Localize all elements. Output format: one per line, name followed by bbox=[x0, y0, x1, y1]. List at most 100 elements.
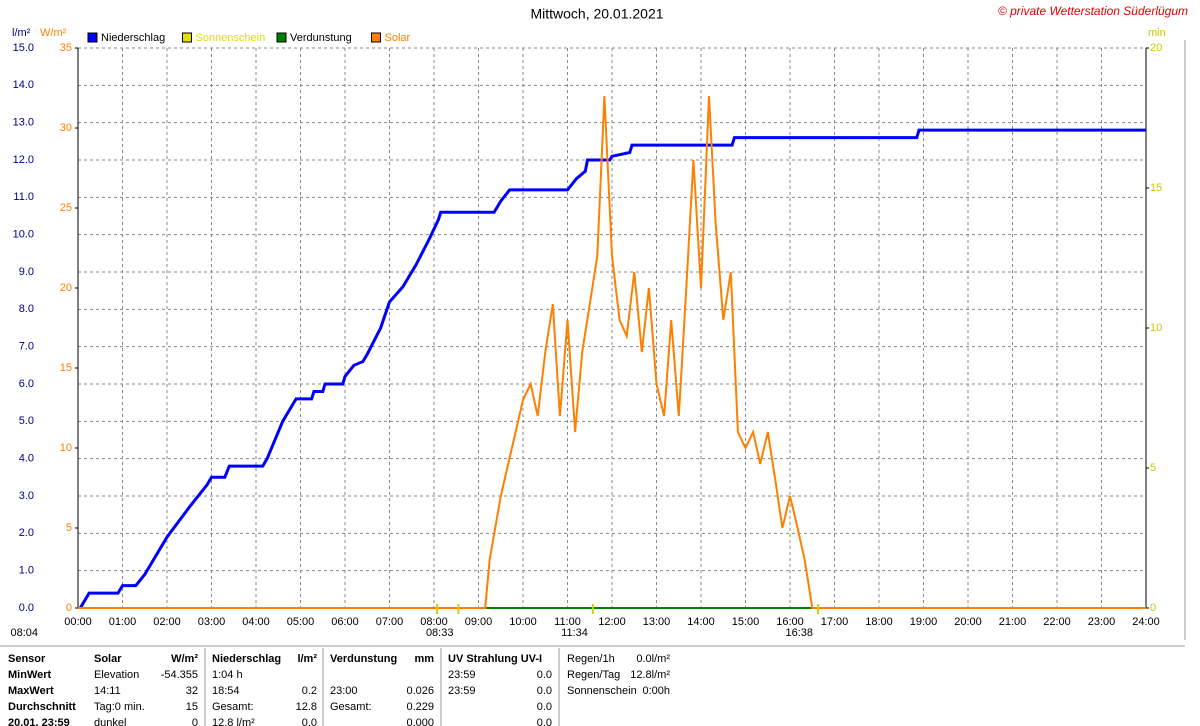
x-tick-label: 10:00 bbox=[509, 616, 537, 628]
x-tick-label: 05:00 bbox=[287, 616, 315, 628]
x-tick-label: 24:00 bbox=[1132, 616, 1160, 628]
y3-axis-label: W/m² bbox=[40, 27, 67, 39]
table-cell: Elevation bbox=[94, 669, 139, 681]
x-tick-label: 06:00 bbox=[331, 616, 359, 628]
table-cell: Gesamt: bbox=[212, 701, 254, 713]
table-cell: 0.0 bbox=[537, 685, 552, 697]
x-tick-label: 12:00 bbox=[598, 616, 626, 628]
table-cell: mm bbox=[414, 653, 434, 665]
y2-tick-label: 10 bbox=[1150, 322, 1162, 334]
y3-tick-label: 25 bbox=[60, 202, 72, 214]
y-tick-label: 13.0 bbox=[13, 117, 34, 129]
x-tick-label: 13:00 bbox=[643, 616, 671, 628]
table-cell: 0.0 bbox=[302, 717, 317, 726]
table-cell: l/m² bbox=[297, 653, 317, 665]
x-tick-label: 22:00 bbox=[1043, 616, 1071, 628]
y-tick-label: 3.0 bbox=[19, 490, 34, 502]
y-tick-label: 5.0 bbox=[19, 415, 34, 427]
legend-swatch bbox=[276, 32, 287, 43]
y-tick-label: 2.0 bbox=[19, 527, 34, 539]
x-tick-label: 11:00 bbox=[554, 616, 581, 628]
summary-value: 0.0l/m² bbox=[636, 653, 670, 665]
x-tick-label: 23:00 bbox=[1088, 616, 1116, 628]
y-tick-label: 7.0 bbox=[19, 341, 34, 353]
x-tick-label: 15:00 bbox=[732, 616, 760, 628]
table-cell: 23:00 bbox=[330, 685, 358, 697]
table-cell: Gesamt: bbox=[330, 701, 372, 713]
table-cell: 23:59 bbox=[448, 685, 476, 697]
table-cell: 15 bbox=[186, 701, 198, 713]
table-cell: Tag:0 min. bbox=[94, 701, 145, 713]
y-tick-label: 4.0 bbox=[19, 453, 34, 465]
annotation-label: 08:33 bbox=[426, 627, 454, 639]
y3-tick-label: 5 bbox=[66, 522, 72, 534]
x-tick-label: 17:00 bbox=[821, 616, 849, 628]
table-cell: 0.0 bbox=[537, 669, 552, 681]
legend-label: Solar bbox=[385, 32, 411, 44]
table-cell: 32 bbox=[186, 685, 198, 697]
x-tick-label: 07:00 bbox=[376, 616, 404, 628]
chart-title: Mittwoch, 20.01.2021 bbox=[530, 6, 663, 22]
table-cell: MaxWert bbox=[8, 685, 54, 697]
y-tick-label: 15.0 bbox=[13, 42, 34, 54]
summary-value: 12.8l/m² bbox=[630, 669, 670, 681]
table-cell: dunkel bbox=[94, 717, 126, 726]
y3-tick-label: 30 bbox=[60, 122, 72, 134]
y3-tick-label: 0 bbox=[66, 602, 72, 614]
table-cell: 0 bbox=[192, 717, 198, 726]
copyright: © private Wetterstation Süderlügum bbox=[998, 4, 1188, 18]
table-cell: Verdunstung bbox=[330, 653, 397, 665]
table-cell: 14:11 bbox=[94, 685, 121, 697]
y3-tick-label: 35 bbox=[60, 42, 72, 54]
x-tick-label: 09:00 bbox=[465, 616, 493, 628]
table-cell: UV Strahlung UV-I bbox=[448, 653, 542, 665]
y3-tick-label: 10 bbox=[60, 442, 72, 454]
summary-label: Regen/1h bbox=[567, 653, 615, 665]
x-tick-label: 19:00 bbox=[910, 616, 938, 628]
annotation-label: 11:34 bbox=[561, 627, 588, 639]
y3-tick-label: 15 bbox=[60, 362, 72, 374]
table-cell: -54.355 bbox=[161, 669, 198, 681]
table-cell: 0.229 bbox=[406, 701, 434, 713]
summary-label: Sonnenschein bbox=[567, 685, 637, 697]
legend-label: Verdunstung bbox=[290, 32, 352, 44]
y-tick-label: 14.0 bbox=[13, 79, 34, 91]
legend-swatch bbox=[182, 32, 192, 43]
x-tick-label: 01:00 bbox=[109, 616, 137, 628]
series-line bbox=[78, 128, 1146, 609]
legend-label: Niederschlag bbox=[101, 32, 165, 44]
y-tick-label: 0.0 bbox=[19, 602, 34, 614]
table-cell: 0.026 bbox=[406, 685, 434, 697]
y-tick-label: 10.0 bbox=[13, 229, 34, 241]
table-cell: 23:59 bbox=[448, 669, 476, 681]
x-tick-label: 00:00 bbox=[64, 616, 92, 628]
series-line bbox=[78, 95, 1146, 609]
x-tick-label: 08:00 bbox=[420, 616, 448, 628]
annotation-label: 16:38 bbox=[786, 627, 814, 639]
table-cell: 1:04 h bbox=[212, 669, 243, 681]
x-tick-label: 14:00 bbox=[687, 616, 715, 628]
y2-tick-label: 15 bbox=[1150, 182, 1162, 194]
legend-label: Sonnenschein bbox=[196, 32, 266, 44]
x-tick-label: 21:00 bbox=[999, 616, 1027, 628]
y-axis-label: l/m² bbox=[12, 27, 31, 39]
y2-tick-label: 20 bbox=[1150, 42, 1162, 54]
y-tick-label: 1.0 bbox=[19, 565, 34, 577]
y-tick-label: 11.0 bbox=[13, 191, 34, 203]
legend-swatch bbox=[371, 32, 381, 43]
x-tick-label: 18:00 bbox=[865, 616, 893, 628]
y2-tick-label: 0 bbox=[1150, 602, 1156, 614]
table-cell: Niederschlag bbox=[212, 653, 281, 665]
y2-axis-label: min bbox=[1148, 27, 1166, 39]
annotation-label: 08:04 bbox=[10, 627, 38, 639]
summary-value: 0:00h bbox=[642, 685, 670, 697]
table-cell: 18:54 bbox=[212, 685, 240, 697]
table-cell: 0.0 bbox=[537, 701, 552, 713]
y-tick-label: 12.0 bbox=[13, 154, 34, 166]
table-cell: 0.000 bbox=[406, 717, 434, 726]
table-cell: 0.0 bbox=[537, 717, 552, 726]
table-cell: 20.01. 23:59 bbox=[8, 717, 70, 726]
table-cell: Solar bbox=[94, 653, 122, 665]
y-tick-label: 6.0 bbox=[19, 378, 34, 390]
